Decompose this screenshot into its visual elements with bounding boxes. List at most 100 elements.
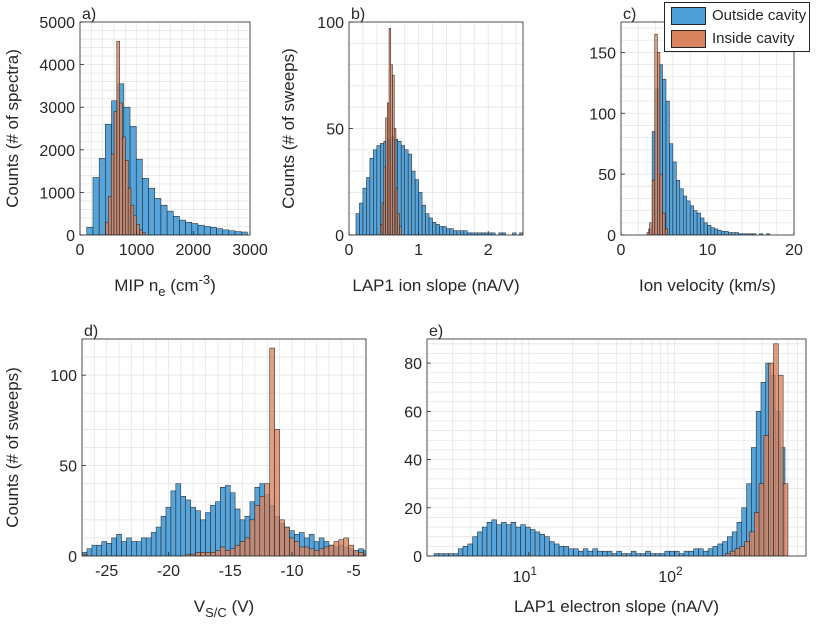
- bar: [582, 548, 589, 556]
- bar: [240, 231, 248, 235]
- bar: [155, 526, 162, 556]
- bar: [662, 212, 666, 235]
- bar: [215, 501, 221, 556]
- bar: [98, 158, 106, 235]
- x-tick-label: 2000: [176, 242, 212, 259]
- bar: [110, 153, 115, 235]
- bar: [442, 226, 447, 235]
- bar: [602, 550, 608, 556]
- bar: [758, 483, 765, 556]
- chart-c: 0 10 20 0 50 100 150 c) Ion velocity (km/s): [589, 6, 803, 295]
- bar: [520, 524, 526, 556]
- bar: [707, 225, 712, 235]
- axis-box-d: [81, 338, 367, 557]
- bar: [645, 550, 651, 556]
- bar: [234, 544, 241, 556]
- bar: [616, 550, 622, 556]
- bar: [693, 548, 699, 556]
- bar: [457, 548, 464, 556]
- bar: [700, 217, 705, 235]
- bar: [269, 347, 275, 556]
- bar: [323, 546, 330, 556]
- bar: [773, 343, 779, 556]
- bar: [393, 128, 397, 235]
- bar: [142, 232, 146, 235]
- y-tick-label: 0: [335, 228, 344, 245]
- bar: [587, 550, 593, 556]
- bar: [686, 200, 691, 235]
- bar: [397, 213, 400, 235]
- bar: [696, 212, 701, 235]
- bar: [348, 544, 354, 556]
- bar: [669, 550, 675, 556]
- bar: [362, 187, 367, 235]
- bar: [229, 492, 236, 556]
- bar: [111, 537, 117, 556]
- y-axis-label-a: Counts (# of spectra): [3, 49, 22, 208]
- bar: [381, 202, 385, 235]
- series-b-outside: [355, 136, 523, 235]
- bar: [683, 195, 687, 235]
- bar: [407, 153, 412, 235]
- bar: [92, 177, 100, 235]
- bar: [683, 550, 690, 556]
- bar: [355, 213, 360, 235]
- x-tick-label: 3000: [232, 242, 268, 259]
- bar: [672, 161, 677, 235]
- bar: [195, 510, 201, 556]
- bar: [91, 544, 98, 556]
- bar: [418, 192, 423, 235]
- x-tick-label: -5: [347, 563, 361, 580]
- bar: [274, 429, 280, 556]
- bar: [676, 179, 681, 235]
- bar: [729, 550, 736, 556]
- legend-swatch-inside: [671, 30, 706, 48]
- bar: [385, 117, 388, 235]
- bar: [428, 217, 433, 235]
- x-tick-label: 10: [699, 242, 717, 259]
- bar: [185, 221, 193, 235]
- bar: [399, 226, 402, 235]
- y-tick-label: 50: [59, 459, 77, 476]
- bar: [160, 204, 168, 235]
- axis-box-e: [426, 338, 807, 557]
- bar: [106, 543, 112, 556]
- bar: [606, 550, 613, 556]
- bar: [534, 531, 541, 556]
- bar: [411, 170, 416, 235]
- bar: [404, 149, 409, 235]
- bar: [739, 546, 745, 556]
- y-tick-label: 0: [607, 228, 616, 245]
- y-tick-label: 100: [589, 106, 616, 123]
- bar: [215, 550, 221, 556]
- bar: [717, 229, 722, 235]
- bar: [338, 539, 345, 556]
- bar: [304, 546, 310, 556]
- bar: [530, 529, 536, 556]
- bar: [679, 188, 684, 235]
- bar: [244, 537, 251, 556]
- bar: [126, 537, 132, 556]
- bar: [205, 512, 211, 556]
- bar: [649, 222, 653, 235]
- bar: [127, 187, 132, 235]
- bar: [139, 229, 143, 235]
- bar: [369, 158, 374, 235]
- bar: [195, 552, 201, 556]
- bar: [299, 546, 305, 556]
- chart-b: 0 1 2 0 50 100 b) LAP1 ion slope (nA/V) Counts (…: [279, 6, 524, 295]
- chart-a: 0 1000 2000 3000 0 1000 2000 3000 4000 5000 a) MIP …: [3, 6, 268, 299]
- y-axis-label-d: Counts (# of sweeps): [3, 367, 22, 528]
- y-tick-label: 50: [598, 167, 616, 184]
- bar: [113, 111, 118, 235]
- x-tick-label: 1000: [119, 242, 155, 259]
- y-tick-label: 100: [317, 15, 344, 32]
- bar: [400, 145, 405, 235]
- bar: [460, 230, 465, 235]
- bar: [220, 487, 226, 556]
- bar: [210, 227, 217, 235]
- bar: [630, 550, 637, 556]
- series-a-inside: [105, 40, 146, 235]
- bar: [510, 521, 517, 556]
- bar: [721, 231, 726, 235]
